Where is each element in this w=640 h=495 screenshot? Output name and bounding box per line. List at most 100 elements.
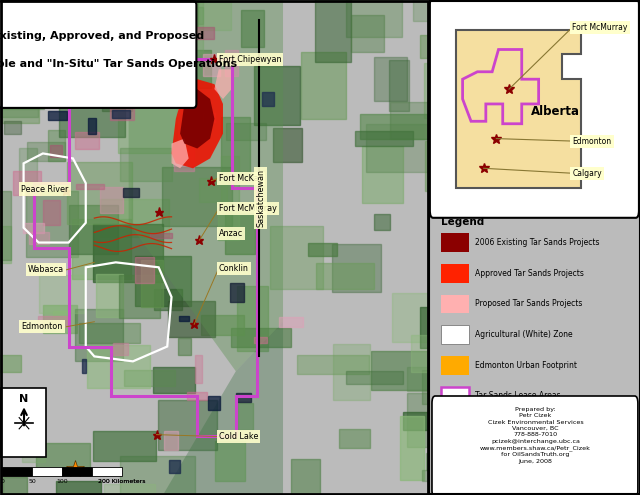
Bar bbox=[67, 162, 132, 224]
Bar bbox=[52, 311, 67, 329]
Bar bbox=[92, 467, 122, 476]
Bar bbox=[19, 148, 37, 182]
Bar bbox=[124, 370, 175, 386]
Bar bbox=[442, 295, 469, 313]
Text: Peace River: Peace River bbox=[22, 185, 69, 194]
Bar bbox=[88, 118, 95, 134]
Bar bbox=[362, 146, 403, 203]
Bar bbox=[236, 393, 252, 402]
Text: Existing, Approved, and Proposed: Existing, Approved, and Proposed bbox=[0, 31, 204, 41]
Bar bbox=[135, 257, 154, 283]
Bar bbox=[442, 233, 469, 252]
Bar bbox=[199, 178, 227, 202]
Text: 200 Kilometers: 200 Kilometers bbox=[99, 479, 146, 484]
Bar bbox=[112, 110, 131, 118]
Bar bbox=[422, 370, 487, 404]
Bar bbox=[100, 199, 169, 237]
Bar bbox=[374, 57, 407, 101]
Bar bbox=[186, 27, 214, 39]
Text: Anzac: Anzac bbox=[219, 229, 243, 238]
Bar bbox=[408, 393, 454, 447]
Text: Approved Tar Sands Projects: Approved Tar Sands Projects bbox=[476, 269, 584, 278]
Bar bbox=[442, 387, 469, 405]
Bar bbox=[221, 155, 239, 204]
Polygon shape bbox=[214, 69, 232, 99]
Bar bbox=[155, 59, 180, 98]
Bar bbox=[103, 0, 163, 13]
Bar bbox=[102, 50, 132, 111]
Bar bbox=[100, 187, 123, 213]
Bar bbox=[444, 403, 460, 457]
Bar bbox=[420, 306, 490, 347]
FancyBboxPatch shape bbox=[1, 388, 46, 457]
Bar bbox=[269, 226, 323, 290]
Bar bbox=[422, 470, 464, 481]
Bar bbox=[48, 111, 67, 120]
Bar bbox=[411, 335, 444, 372]
Bar bbox=[190, 95, 204, 121]
Bar bbox=[173, 148, 195, 171]
Bar bbox=[93, 431, 156, 461]
Bar bbox=[154, 289, 182, 310]
Bar bbox=[407, 367, 465, 391]
Bar bbox=[332, 244, 381, 292]
Bar bbox=[308, 244, 337, 256]
Bar bbox=[0, 355, 20, 372]
Bar bbox=[99, 0, 159, 24]
Polygon shape bbox=[129, 0, 283, 371]
Bar bbox=[75, 132, 99, 149]
Bar bbox=[425, 141, 456, 191]
Bar bbox=[134, 256, 191, 306]
Bar bbox=[74, 309, 123, 361]
Bar bbox=[68, 74, 95, 93]
Bar bbox=[43, 305, 77, 333]
Bar bbox=[230, 283, 244, 302]
Text: 2006 Existing Tar Sands Projects: 2006 Existing Tar Sands Projects bbox=[476, 238, 600, 247]
Bar bbox=[278, 317, 303, 327]
Text: Fort Chipewyan: Fort Chipewyan bbox=[219, 55, 281, 64]
Text: Agricultural (White) Zone: Agricultural (White) Zone bbox=[476, 330, 573, 339]
Bar bbox=[32, 467, 62, 476]
Bar bbox=[76, 184, 104, 189]
Text: Mineable and "In-Situ" Tar Sands Operations: Mineable and "In-Situ" Tar Sands Operati… bbox=[0, 59, 237, 69]
Bar bbox=[442, 325, 469, 344]
Bar bbox=[316, 263, 374, 289]
Text: Edmonton: Edmonton bbox=[22, 322, 63, 331]
Bar bbox=[0, 191, 11, 260]
Bar bbox=[28, 142, 65, 161]
Bar bbox=[392, 294, 462, 342]
Text: 50: 50 bbox=[28, 479, 36, 484]
Text: N: N bbox=[19, 395, 29, 404]
Bar bbox=[225, 213, 255, 254]
Bar bbox=[29, 232, 49, 244]
Bar bbox=[262, 92, 275, 106]
Bar bbox=[120, 275, 160, 318]
Bar bbox=[62, 467, 92, 476]
Bar bbox=[0, 70, 38, 117]
Bar bbox=[291, 459, 321, 495]
Bar bbox=[26, 191, 78, 257]
Bar bbox=[366, 124, 435, 172]
Bar bbox=[168, 460, 180, 474]
Bar bbox=[254, 66, 300, 125]
Bar bbox=[85, 42, 155, 68]
Polygon shape bbox=[456, 30, 581, 188]
Bar bbox=[43, 199, 60, 225]
Bar bbox=[150, 233, 172, 238]
Bar bbox=[36, 443, 90, 469]
Bar bbox=[333, 344, 370, 400]
Text: Prepared by:
Petr Cizek
Cizek Environmental Services
Vancouver, BC
778-888-7010
: Prepared by: Petr Cizek Cizek Environmen… bbox=[480, 407, 591, 464]
Text: Conklin: Conklin bbox=[219, 264, 248, 273]
Bar bbox=[420, 36, 439, 57]
FancyBboxPatch shape bbox=[430, 0, 639, 218]
Bar bbox=[273, 128, 302, 162]
Bar bbox=[93, 224, 163, 282]
Bar bbox=[221, 117, 250, 177]
Text: Legend: Legend bbox=[442, 217, 484, 227]
Bar bbox=[79, 323, 140, 344]
Bar bbox=[208, 396, 220, 410]
Bar bbox=[69, 205, 118, 254]
Bar bbox=[56, 481, 101, 495]
Text: Edmonton Urban Footprint: Edmonton Urban Footprint bbox=[476, 361, 577, 370]
Bar bbox=[15, 42, 56, 95]
